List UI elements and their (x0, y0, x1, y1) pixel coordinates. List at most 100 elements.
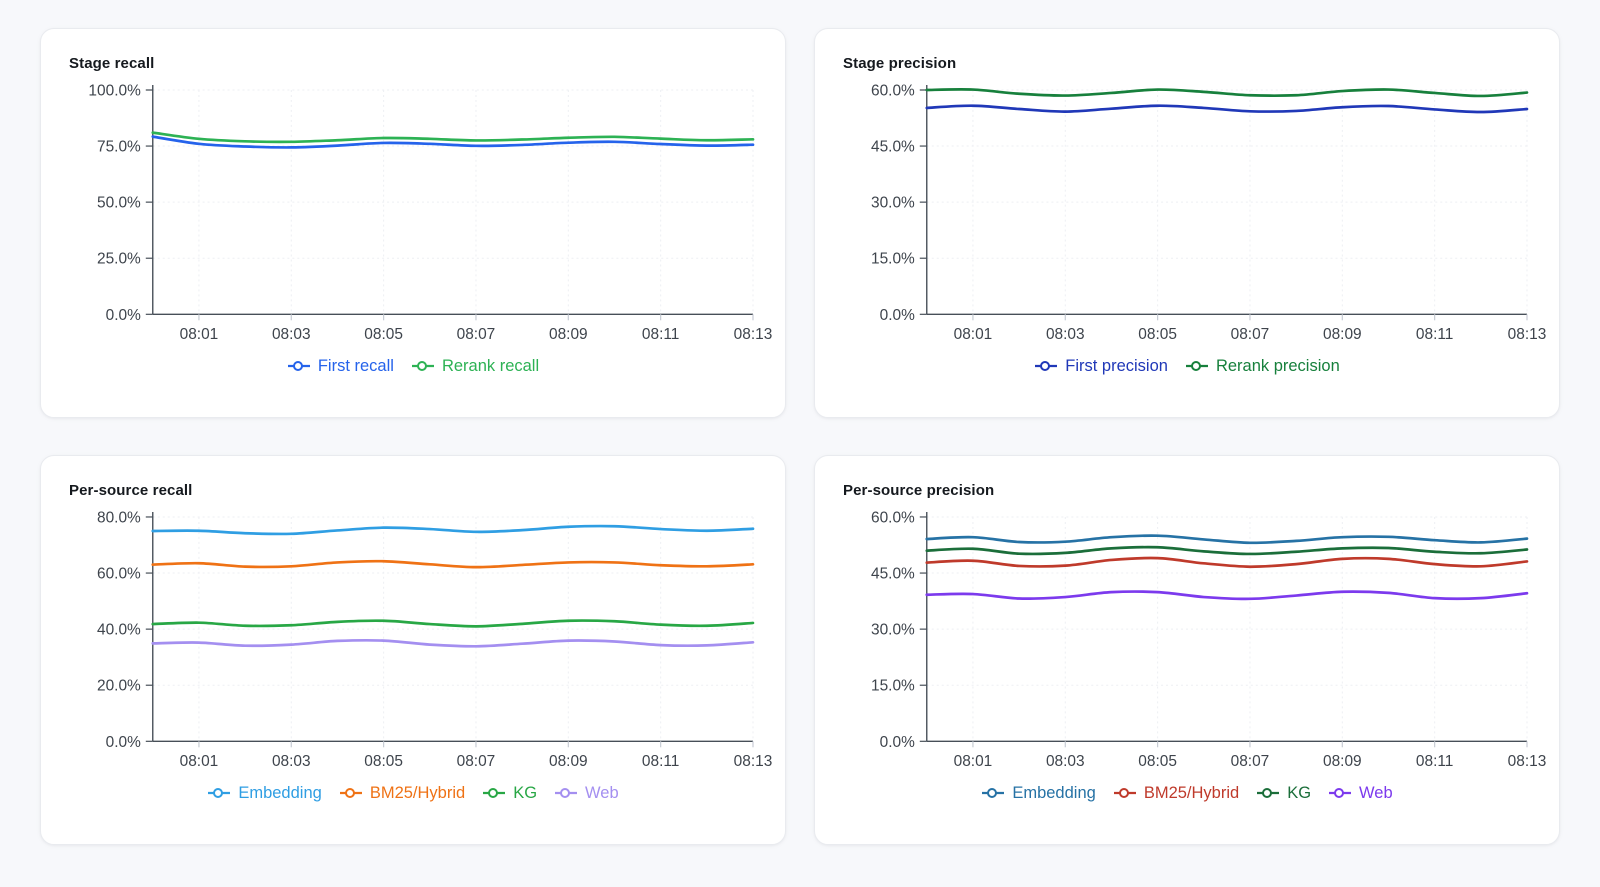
legend-marker-icon (982, 788, 1005, 799)
x-tick-label: 08:09 (1323, 753, 1362, 770)
legend-label: Rerank recall (441, 356, 540, 375)
metrics-dashboard: Stage recall 0.0% 25.0% 50.0% 75.0% 100.0% 08… (40, 28, 1560, 845)
x-tick-label: 08:01 (954, 326, 993, 343)
y-tick-label: 0.0% (880, 734, 915, 751)
x-tick-label: 08:05 (1138, 753, 1177, 770)
legend-item-rerank-precision[interactable]: Rerank precision (1185, 357, 1340, 376)
series-line-kg (925, 545, 1529, 556)
stage-precision-plot: 0.0% 15.0% 30.0% 45.0% 60.0% 08:01 08:03 08:05 0… (871, 82, 1546, 343)
y-tick-label: 20.0% (97, 678, 141, 695)
y-tick-label: 0.0% (106, 734, 141, 751)
x-tick-label: 08:13 (1508, 326, 1547, 343)
legend-item-kg[interactable]: KG (1256, 784, 1311, 803)
per-source-precision-plot: 0.0% 15.0% 30.0% 45.0% 60.0% 08:01 08:03 08:05 0… (871, 509, 1546, 770)
x-tick-label: 08:09 (549, 753, 588, 770)
legend-marker-circle (416, 361, 427, 372)
legend-label: KG (513, 783, 538, 802)
legend-marker-circle (1262, 788, 1273, 799)
x-tick-label: 08:05 (1138, 326, 1177, 343)
legend-marker-circle (987, 788, 998, 799)
legend-item-bm25-hybrid[interactable]: BM25/Hybrid (339, 784, 465, 803)
legend-label: Web (585, 783, 619, 802)
x-tick-label: 08:01 (180, 326, 219, 343)
legend-label: Rerank precision (1215, 356, 1340, 375)
legend-label: First precision (1065, 356, 1168, 375)
series-line-web (925, 590, 1529, 601)
x-tick-label: 08:09 (549, 326, 588, 343)
legend-marker-circle (1190, 361, 1201, 372)
y-tick-label: 0.0% (106, 307, 141, 324)
y-tick-label: 50.0% (97, 195, 141, 212)
per-source-recall-plot: 0.0% 20.0% 40.0% 60.0% 80.0% 08:01 08:03 08:05 0… (97, 509, 772, 770)
stage-recall-legend: First recall Rerank recall (69, 351, 757, 381)
series-line-embedding (925, 534, 1529, 545)
legend-item-embedding[interactable]: Embedding (207, 783, 322, 803)
x-tick-label: 08:11 (1416, 753, 1454, 770)
legend-marker-icon (1257, 788, 1280, 799)
x-tick-label: 08:11 (642, 753, 680, 770)
x-tick-label: 08:03 (272, 326, 311, 343)
legend-item-web[interactable]: Web (1328, 784, 1393, 803)
x-tick-label: 08:13 (1508, 753, 1547, 770)
legend-marker-icon (287, 361, 310, 372)
y-tick-label: 30.0% (871, 195, 915, 212)
legend-item-embedding[interactable]: Embedding (981, 784, 1096, 803)
legend-item-rerank-recall[interactable]: Rerank recall (411, 357, 539, 376)
legend-item-first-precision[interactable]: First precision (1034, 357, 1168, 376)
legend-label: BM25/Hybrid (1143, 783, 1240, 802)
x-tick-label: 08:01 (954, 753, 993, 770)
series-line-rerank-precision (925, 88, 1529, 98)
legend-marker-circle (560, 788, 571, 799)
legend-label: Embedding (238, 783, 322, 802)
legend-marker-circle (1118, 788, 1129, 799)
x-tick-label: 08:09 (1323, 326, 1362, 343)
chart-card-stage-precision: Stage precision 0.0% 15.0% 30.0% 45.0% 60.0%… (814, 28, 1560, 418)
chart-title-per-source-recall: Per-source recall (69, 482, 193, 499)
x-tick-label: 08:07 (457, 753, 496, 770)
y-tick-label: 15.0% (871, 251, 915, 268)
legend-marker-icon (1185, 361, 1208, 372)
series-line-embedding (151, 524, 755, 536)
y-tick-label: 75.0% (97, 139, 141, 156)
legend-marker-circle (1040, 361, 1051, 372)
x-tick-label: 08:13 (734, 326, 773, 343)
chart-title-per-source-precision: Per-source precision (843, 482, 995, 499)
y-tick-label: 80.0% (97, 509, 141, 526)
y-tick-label: 25.0% (97, 251, 141, 268)
x-tick-label: 08:07 (1231, 753, 1270, 770)
legend-label: First recall (317, 356, 394, 375)
y-tick-label: 60.0% (97, 566, 141, 583)
x-tick-label: 08:03 (1046, 326, 1085, 343)
series-line-bm25-hybrid (925, 556, 1529, 569)
series-line-rerank-recall (151, 131, 755, 144)
x-tick-label: 08:11 (642, 326, 680, 343)
per-source-recall-legend: Embedding BM25/Hybrid KG Web (69, 778, 757, 808)
y-tick-label: 0.0% (880, 307, 915, 324)
y-tick-label: 15.0% (871, 678, 915, 695)
series-line-web (151, 638, 755, 648)
legend-marker-icon (339, 788, 362, 799)
legend-marker-icon (555, 788, 578, 799)
legend-item-kg[interactable]: KG (482, 784, 537, 803)
legend-item-web[interactable]: Web (554, 784, 619, 803)
legend-item-bm25-hybrid[interactable]: BM25/Hybrid (1113, 784, 1239, 803)
x-tick-label: 08:07 (1231, 326, 1270, 343)
legend-label: BM25/Hybrid (369, 783, 466, 802)
chart-title-stage-recall: Stage recall (69, 55, 155, 72)
legend-marker-icon (483, 788, 506, 799)
legend-marker-circle (344, 788, 355, 799)
y-tick-label: 60.0% (871, 82, 915, 99)
legend-marker-icon (1329, 788, 1352, 799)
chart-title-stage-precision: Stage precision (843, 55, 957, 72)
stage-recall-plot: 0.0% 25.0% 50.0% 75.0% 100.0% 08:01 08:03 08:05… (88, 82, 772, 343)
legend-marker-circle (213, 788, 224, 799)
stage-precision-legend: First precision Rerank precision (843, 351, 1531, 381)
legend-marker-icon (208, 788, 231, 799)
legend-marker-circle (1334, 788, 1345, 799)
y-tick-label: 100.0% (88, 82, 141, 99)
series-line-bm25-hybrid (151, 559, 755, 569)
legend-marker-icon (411, 361, 434, 372)
y-tick-label: 30.0% (871, 622, 915, 639)
legend-item-first-recall[interactable]: First recall (287, 357, 394, 376)
y-tick-label: 45.0% (871, 566, 915, 583)
